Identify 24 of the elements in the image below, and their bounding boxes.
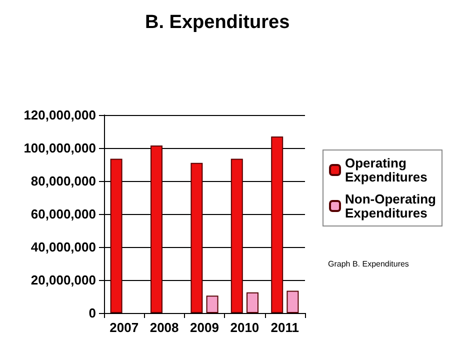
y-tick-label: 0 <box>88 306 96 320</box>
bar <box>110 158 122 313</box>
chart-title: B. Expenditures <box>145 12 290 33</box>
legend-label: Operating Expenditures <box>345 156 428 184</box>
y-tick-label: 20,000,000 <box>30 272 96 288</box>
x-tick-label: 2008 <box>150 320 179 335</box>
legend-label: Non-Operating Expenditures <box>345 192 436 220</box>
y-tick-label: 80,000,000 <box>30 174 96 188</box>
x-tick-label: 2011 <box>270 320 299 335</box>
y-tick-label: 40,000,000 <box>30 240 96 254</box>
x-tick-label: 2010 <box>230 320 260 335</box>
x-tick-label: 2009 <box>190 320 219 335</box>
bar <box>271 136 284 313</box>
bar <box>230 158 243 313</box>
bar <box>190 162 203 313</box>
y-tick-label: 120,000,000 <box>24 108 96 122</box>
text: Graph B. Expenditures <box>328 260 409 268</box>
bar <box>286 290 299 313</box>
bar <box>150 146 162 313</box>
bar <box>206 296 218 313</box>
y-tick-label: 100,000,000 <box>24 140 96 156</box>
bar <box>246 292 258 313</box>
y-tick-label: 60,000,000 <box>30 206 96 222</box>
x-tick-label: 2007 <box>110 320 139 335</box>
